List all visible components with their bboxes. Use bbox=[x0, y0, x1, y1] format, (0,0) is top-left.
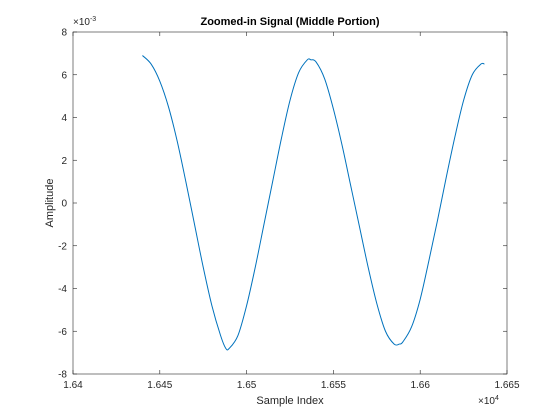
x-tick-label: 1.665 bbox=[494, 380, 519, 391]
x-axis: 1.64 1.645 1.65 1.655 1.66 1.665 bbox=[63, 32, 520, 391]
y-tick-label: 2 bbox=[61, 156, 67, 167]
x-axis-label: Sample Index bbox=[256, 395, 324, 407]
y-axis-multiplier: ×10-3 bbox=[73, 16, 96, 28]
x-tick-label: 1.655 bbox=[321, 380, 346, 391]
y-tick-label: 0 bbox=[61, 199, 67, 210]
y-axis: -8 -6 -4 -2 0 2 4 6 8 bbox=[58, 28, 507, 381]
y-multiplier-exponent: -3 bbox=[90, 16, 96, 23]
y-tick-label: -8 bbox=[58, 370, 67, 381]
x-tick-label: 1.65 bbox=[237, 380, 257, 391]
y-tick-label: 8 bbox=[61, 28, 67, 39]
x-tick-label: 1.645 bbox=[147, 380, 172, 391]
x-multiplier-exponent: 4 bbox=[495, 395, 499, 402]
y-tick-label: 6 bbox=[61, 70, 67, 81]
series-line bbox=[142, 55, 485, 351]
x-multiplier-base: ×10 bbox=[478, 396, 495, 407]
plot-area bbox=[73, 32, 507, 374]
x-tick-label: 1.64 bbox=[63, 380, 83, 391]
y-axis-label: Amplitude bbox=[44, 179, 56, 228]
x-axis-multiplier: ×104 bbox=[478, 395, 499, 407]
y-multiplier-base: ×10 bbox=[73, 17, 90, 28]
y-tick-label: -2 bbox=[58, 241, 67, 252]
y-tick-label: 4 bbox=[61, 113, 67, 124]
chart-title: Zoomed-in Signal (Middle Portion) bbox=[200, 16, 379, 28]
series-layer bbox=[142, 55, 485, 351]
y-tick-label: -4 bbox=[58, 284, 67, 295]
y-tick-label: -6 bbox=[58, 327, 67, 338]
x-tick-label: 1.66 bbox=[410, 380, 430, 391]
